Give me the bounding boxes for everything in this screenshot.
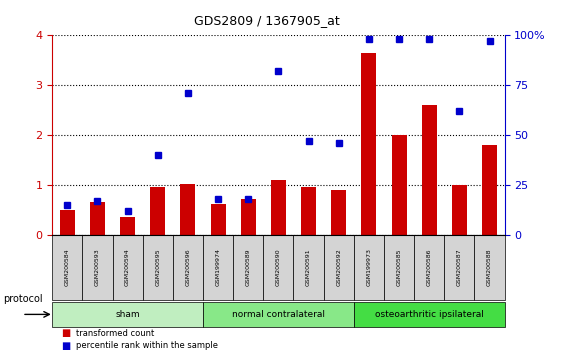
Text: GSM200591: GSM200591 <box>306 249 311 286</box>
Text: transformed count: transformed count <box>77 329 155 338</box>
Bar <box>263 235 293 300</box>
Text: ■: ■ <box>61 329 71 338</box>
Text: GSM199973: GSM199973 <box>367 248 371 286</box>
Bar <box>452 185 467 235</box>
Text: GDS2809 / 1367905_at: GDS2809 / 1367905_at <box>194 14 340 27</box>
Bar <box>52 302 203 327</box>
Text: GSM200593: GSM200593 <box>95 249 100 286</box>
Bar <box>331 190 346 235</box>
Text: GSM200586: GSM200586 <box>427 249 432 286</box>
Bar <box>293 235 324 300</box>
Text: sham: sham <box>115 310 140 319</box>
Text: GSM200589: GSM200589 <box>246 249 251 286</box>
Text: GSM200585: GSM200585 <box>397 249 401 286</box>
Bar <box>203 235 233 300</box>
Text: GSM199974: GSM199974 <box>216 248 220 286</box>
Bar <box>60 210 75 235</box>
Text: ■: ■ <box>61 341 71 351</box>
Text: percentile rank within the sample: percentile rank within the sample <box>77 341 218 350</box>
Bar <box>113 235 143 300</box>
Bar <box>233 235 263 300</box>
Bar <box>211 204 226 235</box>
Bar <box>354 235 384 300</box>
Bar <box>271 180 286 235</box>
Bar <box>361 53 376 235</box>
Bar <box>324 235 354 300</box>
Bar <box>392 135 407 235</box>
Bar <box>90 202 105 235</box>
Bar <box>52 235 82 300</box>
Bar <box>474 235 505 300</box>
Text: GSM200595: GSM200595 <box>155 249 160 286</box>
Text: GSM200592: GSM200592 <box>336 249 341 286</box>
Bar <box>203 302 354 327</box>
Bar <box>180 184 195 235</box>
Bar <box>173 235 203 300</box>
Text: GSM200584: GSM200584 <box>65 249 70 286</box>
Bar <box>150 187 165 235</box>
Bar <box>444 235 474 300</box>
Bar <box>414 235 444 300</box>
Bar <box>301 187 316 235</box>
Bar <box>120 217 135 235</box>
Bar <box>422 105 437 235</box>
Bar <box>82 235 113 300</box>
Text: GSM200590: GSM200590 <box>276 249 281 286</box>
Bar <box>241 199 256 235</box>
Text: normal contralateral: normal contralateral <box>232 310 325 319</box>
Bar <box>384 235 414 300</box>
Bar <box>143 235 173 300</box>
Bar <box>354 302 505 327</box>
Text: osteoarthritic ipsilateral: osteoarthritic ipsilateral <box>375 310 484 319</box>
Text: GSM200587: GSM200587 <box>457 249 462 286</box>
Text: protocol: protocol <box>3 294 42 304</box>
Text: GSM200594: GSM200594 <box>125 249 130 286</box>
Text: GSM200588: GSM200588 <box>487 249 492 286</box>
Bar <box>482 145 497 235</box>
Text: GSM200596: GSM200596 <box>186 249 190 286</box>
